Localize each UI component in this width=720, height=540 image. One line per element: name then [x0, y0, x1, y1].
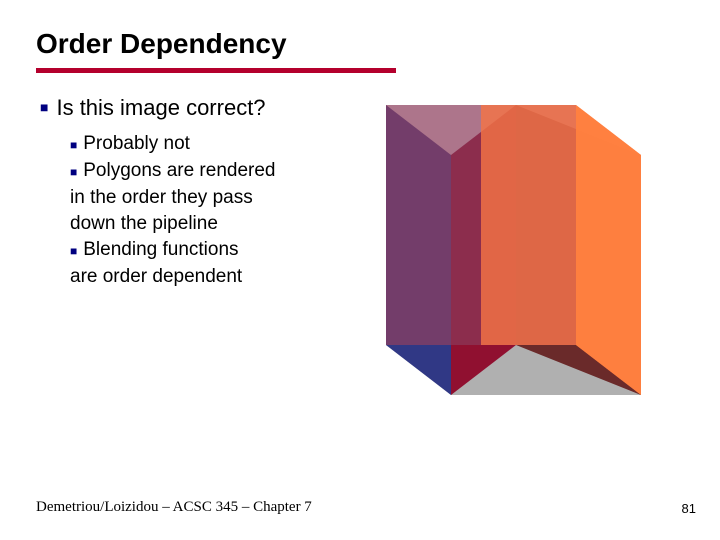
sub-bullet-text: down the pipeline [70, 213, 218, 234]
cube-figure [356, 105, 676, 405]
sub-bullet-list: ■ Probably not ■ Polygons are rendered in th… [40, 131, 336, 290]
cube-face-front-edge [481, 105, 576, 345]
bullet-square-icon: ■ [40, 95, 48, 119]
sub-bullet-line: ■ Blending functions [70, 237, 336, 264]
cube-face-front-inner-right [576, 105, 641, 395]
sub-bullet-line: in the order they pass [70, 185, 336, 211]
main-bullet: ■ Is this image correct? [40, 95, 336, 121]
bullet-square-icon: ■ [70, 244, 77, 258]
cube-svg [356, 105, 676, 405]
sub-bullet-text: in the order they pass [70, 187, 253, 208]
bullet-square-icon: ■ [70, 165, 77, 179]
page-number: 81 [682, 501, 696, 516]
sub-bullet-text: Polygons are rendered [83, 160, 275, 181]
text-column: ■ Is this image correct? ■ Probably not ■ P… [36, 95, 336, 290]
slide-title: Order Dependency [36, 28, 684, 60]
title-rule [36, 68, 396, 73]
sub-bullet-line: ■ Polygons are rendered [70, 158, 336, 185]
slide-container: Order Dependency ■ Is this image correct… [0, 0, 720, 540]
sub-bullet-line: ■ Probably not [70, 131, 336, 158]
sub-bullet-text: are order dependent [70, 266, 242, 287]
sub-bullet-line: are order dependent [70, 264, 336, 290]
sub-bullet-text: Blending functions [83, 239, 238, 260]
sub-bullet-text: Probably not [83, 133, 190, 154]
content-row: ■ Is this image correct? ■ Probably not ■ P… [36, 95, 684, 405]
cube-face-front-left-half [386, 105, 481, 345]
footer-text: Demetriou/Loizidou – ACSC 345 – Chapter … [36, 499, 312, 516]
main-bullet-text: Is this image correct? [56, 95, 265, 121]
bullet-square-icon: ■ [70, 138, 77, 152]
sub-bullet-line: down the pipeline [70, 211, 336, 237]
